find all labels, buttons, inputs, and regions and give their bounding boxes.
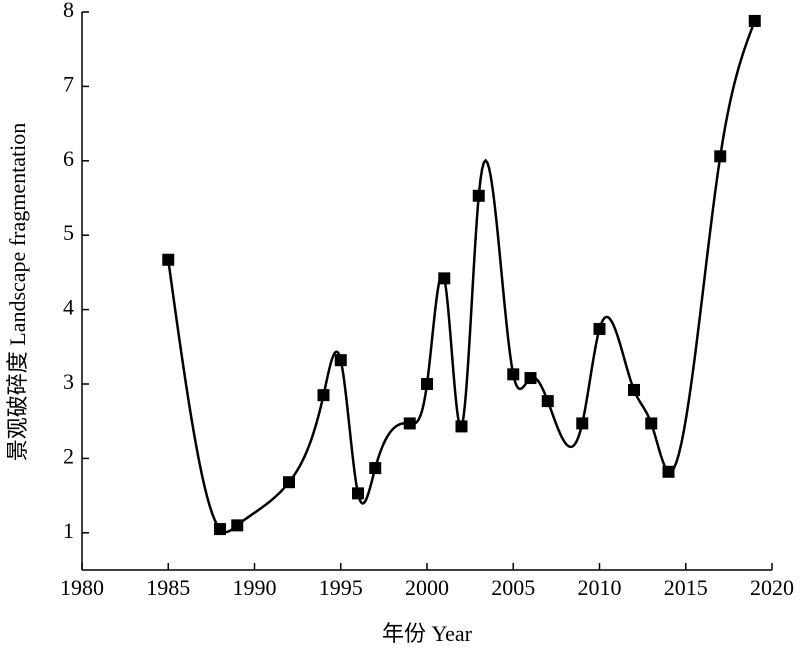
x-tick-label: 1980 — [60, 575, 104, 600]
marker — [576, 417, 589, 430]
marker — [524, 372, 537, 385]
x-tick-label: 2000 — [405, 575, 449, 600]
marker — [748, 14, 761, 27]
x-tick-label: 1990 — [233, 575, 277, 600]
x-tick-label: 1995 — [319, 575, 363, 600]
marker — [334, 354, 347, 367]
marker — [403, 417, 416, 430]
y-tick-label: 8 — [63, 0, 74, 22]
y-tick-label: 6 — [63, 146, 74, 171]
y-axis-label: 景观破碎度 Landscape fragmentation — [5, 123, 30, 461]
x-tick-label: 2005 — [491, 575, 535, 600]
marker — [714, 150, 727, 163]
marker — [662, 465, 675, 478]
marker — [369, 462, 382, 475]
x-tick-label: 1985 — [146, 575, 190, 600]
marker — [283, 476, 295, 489]
marker — [593, 322, 606, 335]
x-tick-label: 2020 — [750, 575, 794, 600]
marker — [162, 253, 175, 266]
marker — [317, 389, 330, 402]
marker — [421, 378, 433, 390]
y-tick-label: 2 — [63, 443, 74, 468]
marker — [507, 368, 520, 381]
x-tick-label: 2010 — [578, 575, 622, 600]
marker — [231, 519, 244, 532]
marker — [645, 417, 658, 430]
marker — [438, 272, 451, 285]
y-tick-label: 3 — [63, 369, 74, 394]
marker — [628, 383, 640, 396]
series-line — [167, 20, 756, 534]
y-tick-label: 1 — [63, 518, 74, 543]
x-tick-label: 2015 — [664, 575, 708, 600]
y-tick-label: 5 — [63, 220, 74, 245]
y-tick-label: 4 — [63, 295, 74, 320]
marker — [352, 487, 364, 500]
x-axis-label: 年份 Year — [382, 621, 473, 646]
marker — [455, 420, 468, 433]
y-tick-label: 7 — [63, 71, 74, 96]
marker — [472, 189, 485, 202]
marker — [214, 523, 226, 536]
marker — [541, 395, 554, 408]
